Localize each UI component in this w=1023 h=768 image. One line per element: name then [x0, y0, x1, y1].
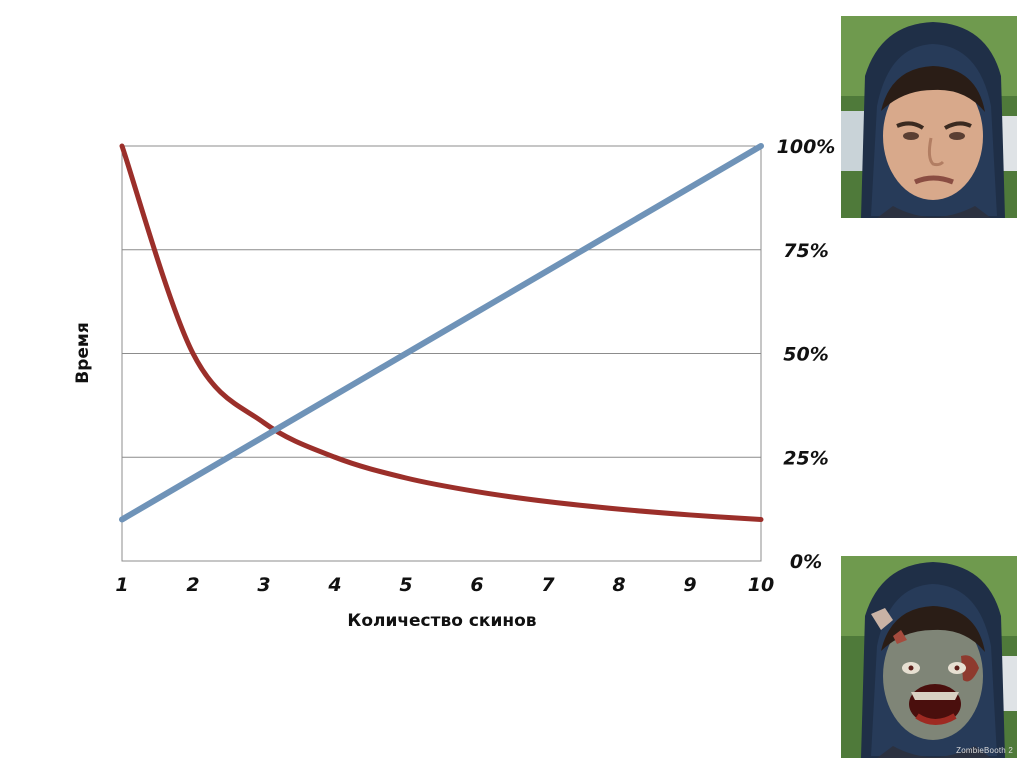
x-tick-label: 8: [612, 574, 625, 596]
y-right-tick-labels: 0% 25% 50% 75% 100%: [777, 136, 836, 573]
x-tick-label: 9: [683, 574, 696, 596]
x-tick-label: 3: [257, 574, 270, 596]
y-right-tick-label: 75%: [783, 240, 828, 262]
x-tick-label: 7: [541, 574, 555, 596]
x-tick-label: 10: [748, 574, 774, 596]
y-axis-title: Время: [73, 322, 93, 383]
x-axis-title: Количество скинов: [347, 611, 536, 631]
series-layer: [119, 143, 764, 523]
y-right-tick-label: 25%: [783, 447, 828, 469]
y-right-tick-label: 50%: [783, 344, 828, 366]
y-right-tick-label: 100%: [777, 136, 836, 158]
x-tick-label: 4: [327, 574, 341, 596]
x-tick-label: 5: [399, 574, 412, 596]
x-tick-label: 6: [470, 574, 483, 596]
y-right-tick-label: 0%: [790, 551, 822, 573]
zombiebooth-watermark: ZombieBooth 2: [956, 746, 1013, 755]
zombie-face-photo: ZombieBooth 2: [841, 556, 1017, 758]
x-tick-label: 1: [115, 574, 128, 596]
x-tick-labels: 1 2 3 4 5 6 7 8 9 10: [115, 574, 774, 596]
person-in-hood-photo: [841, 16, 1017, 218]
series-line-increasing: [119, 143, 764, 523]
x-tick-label: 2: [186, 574, 199, 596]
grid-layer: [121, 145, 762, 562]
series-line-decreasing: [119, 143, 764, 522]
